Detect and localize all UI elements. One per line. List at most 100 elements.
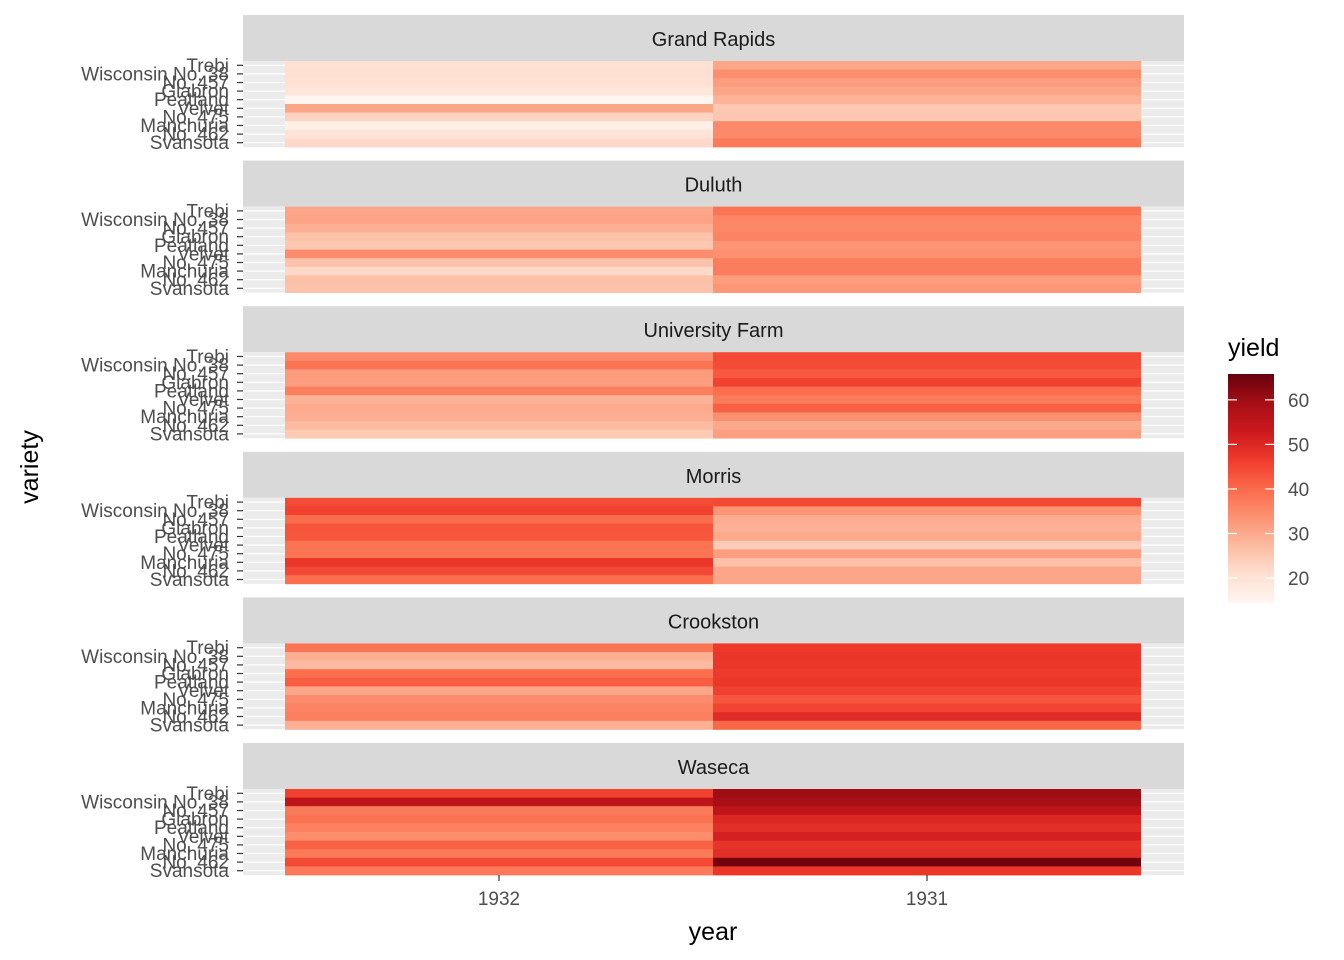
heatmap-tile bbox=[713, 540, 1141, 550]
legend-tick-label: 50 bbox=[1288, 435, 1309, 456]
heatmap-tile bbox=[713, 215, 1141, 225]
heatmap-tile bbox=[285, 86, 713, 96]
heatmap-tile bbox=[713, 789, 1141, 798]
y-tick-label: No. 462 bbox=[162, 416, 229, 437]
facet-strip-label: Morris bbox=[686, 466, 742, 488]
y-tick-label: No. 475 bbox=[162, 107, 229, 128]
heatmap-tile bbox=[713, 386, 1141, 396]
heatmap-tile bbox=[713, 429, 1141, 439]
heatmap-tile bbox=[713, 866, 1141, 876]
heatmap-tile bbox=[285, 421, 713, 430]
heatmap-tile bbox=[713, 284, 1141, 293]
heatmap-tile bbox=[285, 78, 713, 88]
heatmap-tile bbox=[285, 69, 713, 79]
y-tick-label: No. 462 bbox=[162, 561, 229, 582]
heatmap-tile bbox=[285, 849, 713, 859]
heatmap-tile bbox=[713, 797, 1141, 807]
y-tick-label: Svansota bbox=[150, 861, 230, 882]
heatmap-tile bbox=[713, 695, 1141, 704]
y-tick-label: No. 475 bbox=[162, 253, 229, 274]
heatmap-tile bbox=[285, 232, 713, 242]
heatmap-tile bbox=[713, 206, 1141, 216]
heatmap-tile bbox=[713, 95, 1141, 105]
heatmap-tile bbox=[713, 660, 1141, 670]
heatmap-tile bbox=[285, 549, 713, 559]
heatmap-tile bbox=[285, 652, 713, 661]
heatmap-tile bbox=[285, 249, 713, 259]
heatmap-tile bbox=[285, 660, 713, 670]
heatmap-tile bbox=[713, 86, 1141, 96]
y-tick-label: Peatland bbox=[154, 236, 229, 257]
y-tick-label: No. 475 bbox=[162, 544, 229, 565]
facet-strip bbox=[243, 597, 1184, 644]
y-tick-label: Manchuria bbox=[140, 698, 229, 719]
x-axis: 1932 1931 bbox=[478, 875, 948, 910]
y-tick-label: Glabron bbox=[161, 664, 229, 685]
heatmap-tile bbox=[285, 857, 713, 867]
y-tick-label: Svansota bbox=[150, 424, 230, 445]
heatmap-tile bbox=[285, 506, 713, 516]
y-tick-label: Velvet bbox=[177, 681, 229, 702]
y-tick-label: No. 457 bbox=[162, 655, 229, 676]
y-tick-label: Svansota bbox=[150, 570, 230, 591]
heatmap-tile bbox=[713, 857, 1141, 867]
heatmap-tile bbox=[713, 360, 1141, 370]
y-tick-label: Velvet bbox=[177, 536, 229, 557]
facet-strip bbox=[243, 306, 1184, 353]
y-tick-label: Manchuria bbox=[140, 262, 229, 283]
y-tick-label: Wisconsin No. 38 bbox=[81, 210, 229, 231]
heatmap-tile bbox=[713, 112, 1141, 122]
y-tick-label: No. 462 bbox=[162, 707, 229, 728]
heatmap-tile bbox=[713, 652, 1141, 661]
heatmap-tile bbox=[285, 129, 713, 139]
heatmap-tile bbox=[713, 232, 1141, 242]
heatmap-tile bbox=[713, 266, 1141, 276]
heatmap-tile bbox=[713, 275, 1141, 285]
heatmap-tile bbox=[285, 112, 713, 122]
y-tick-label: Svansota bbox=[150, 279, 230, 300]
heatmap-tile bbox=[285, 138, 713, 148]
heatmap-tile bbox=[713, 575, 1141, 585]
x-tick-label: 1931 bbox=[906, 889, 948, 910]
heatmap-tile bbox=[713, 566, 1141, 576]
heatmap-tile bbox=[713, 223, 1141, 233]
heatmap-tile bbox=[713, 497, 1141, 507]
y-tick-label: Glabron bbox=[161, 373, 229, 394]
heatmap-tile bbox=[285, 515, 713, 524]
y-tick-label: No. 475 bbox=[162, 835, 229, 856]
y-tick-label: Wisconsin No. 38 bbox=[81, 792, 229, 813]
facet-strip bbox=[243, 15, 1184, 61]
heatmap-tile bbox=[285, 412, 713, 422]
heatmap-tile bbox=[713, 121, 1141, 131]
y-tick-label: Svansota bbox=[150, 133, 230, 154]
y-tick-label: Wisconsin No. 38 bbox=[81, 356, 229, 377]
heatmap-tile bbox=[713, 643, 1141, 653]
heatmap-tile bbox=[713, 421, 1141, 430]
y-tick-label: Manchuria bbox=[140, 116, 229, 137]
heatmap-tile bbox=[713, 840, 1141, 850]
y-tick-label: Svansota bbox=[150, 716, 230, 737]
heatmap-tile bbox=[285, 806, 713, 816]
y-tick-label: Wisconsin No. 38 bbox=[81, 64, 229, 85]
y-tick-label: Glabron bbox=[161, 518, 229, 539]
heatmap-tile bbox=[285, 669, 713, 679]
heatmap-tile bbox=[713, 669, 1141, 679]
y-tick-label: Glabron bbox=[161, 82, 229, 103]
heatmap-tile bbox=[713, 832, 1141, 841]
facet-strip-label: Grand Rapids bbox=[652, 29, 775, 51]
heatmap-tile bbox=[285, 403, 713, 413]
heatmap-tile bbox=[285, 677, 713, 687]
heatmap-tile bbox=[285, 789, 713, 798]
heatmap-tile bbox=[713, 69, 1141, 79]
y-tick-label: No. 457 bbox=[162, 219, 229, 240]
legend-tick-label: 20 bbox=[1288, 569, 1309, 590]
y-tick-label: No. 457 bbox=[162, 364, 229, 385]
heatmap-tile bbox=[285, 540, 713, 550]
heatmap-tile bbox=[713, 129, 1141, 139]
heatmap-tile bbox=[713, 395, 1141, 405]
heatmap-tile bbox=[285, 360, 713, 370]
heatmap-tile bbox=[285, 823, 713, 833]
